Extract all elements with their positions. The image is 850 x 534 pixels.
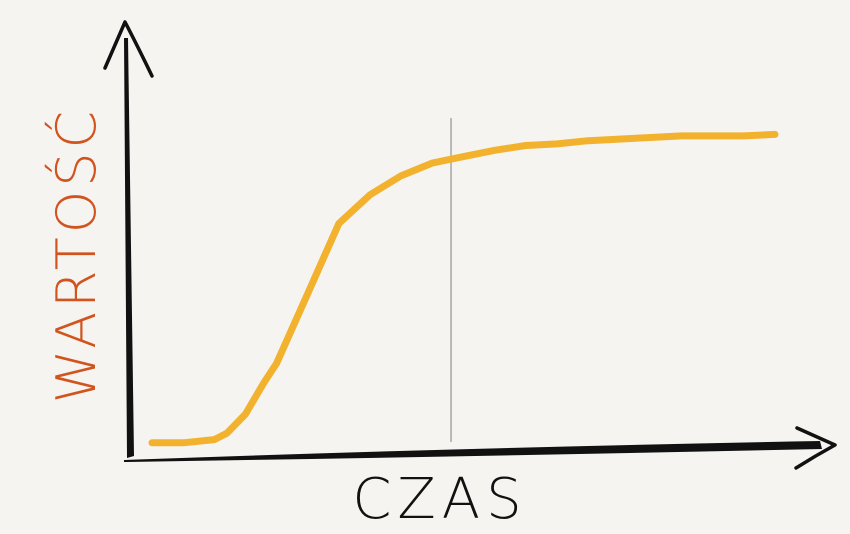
x-axis-title: CZAS bbox=[352, 467, 527, 532]
y-axis-arrowhead bbox=[103, 20, 154, 78]
y-axis-line bbox=[124, 38, 134, 458]
y-axis-title: WARTOŚĆ bbox=[45, 107, 108, 403]
x-axis-arrowhead bbox=[794, 426, 837, 470]
series-line bbox=[148, 130, 779, 447]
x-axis-line bbox=[124, 441, 822, 462]
